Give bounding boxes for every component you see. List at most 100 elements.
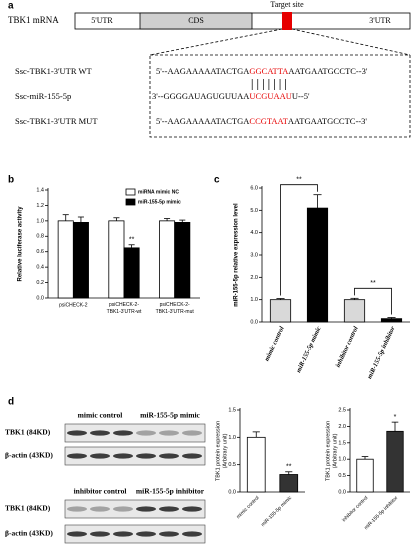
panel-label: b <box>8 175 14 186</box>
blot-row: TBK1 (84KD) <box>5 504 51 513</box>
blot-band <box>67 453 87 459</box>
blot-strip <box>64 524 206 544</box>
bar <box>343 299 366 323</box>
sequence-site: GGCATTA <box>249 66 289 76</box>
blot-band <box>67 531 87 537</box>
legend-label: miR-155-5p mimic <box>138 199 181 205</box>
annotation: * <box>394 414 397 421</box>
y-tick-label: 0.5 <box>228 462 236 468</box>
blot-strip <box>64 499 206 519</box>
bar <box>246 436 266 493</box>
blot-band <box>113 453 133 459</box>
bar <box>306 207 329 323</box>
blot-band <box>159 430 179 436</box>
blot-row: β-actin (43KD) <box>5 451 53 460</box>
x-tick-label: psiCHECK-2-TBK1-3'UTR-mut <box>156 302 195 315</box>
y-tick-label: 1.5 <box>338 440 346 446</box>
y-tick-label: 0.8 <box>36 234 44 240</box>
x-tick-label: psiCHECK-2-TBK1-3'UTR-wt <box>107 302 142 315</box>
bar <box>386 430 404 493</box>
region-label: 5'UTR <box>91 16 113 25</box>
sequence-site: UCGUAAU <box>249 91 292 101</box>
y-tick-label: 0.2 <box>36 280 44 286</box>
bar <box>72 221 89 299</box>
y-tick-label: 5.0 <box>250 208 258 214</box>
blot-band <box>90 531 110 537</box>
y-tick-label: 4.0 <box>250 230 258 236</box>
bracket <box>280 184 318 296</box>
y-axis-label: miR-155-5p relative expression level <box>234 203 240 307</box>
blot-group: inhibitor control <box>74 487 127 496</box>
zoom-line <box>291 28 411 56</box>
target-label: Target site <box>270 0 304 9</box>
blot-band <box>136 430 156 436</box>
bracket <box>354 287 392 315</box>
annotation: ** <box>286 464 292 471</box>
sequence: AATGAATGCCTC--3' <box>288 116 367 126</box>
blot-band <box>90 430 110 436</box>
blot-group: miR-155-5p mimic <box>140 411 200 420</box>
y-tick-label: 1.4 <box>36 187 44 193</box>
y-tick-label: 2.5 <box>338 407 346 413</box>
sequence-site: CCGTAAT <box>249 116 288 126</box>
blot-band <box>182 506 202 512</box>
blot-band <box>182 453 202 459</box>
blot-band <box>136 453 156 459</box>
zoom-line <box>149 28 283 56</box>
sequence: 5'--AAGAAAAATACTGA <box>156 116 250 126</box>
blot-band <box>136 531 156 537</box>
annotation: ** <box>296 177 302 184</box>
sequence-name: Ssc-TBK1-3'UTR MUT <box>15 116 98 126</box>
blot-band <box>113 506 133 512</box>
x-tick-label: mimic control <box>264 325 286 362</box>
blot-band <box>90 453 110 459</box>
y-axis-label: (Arbitrary unit) <box>332 433 338 468</box>
blot-band <box>159 506 179 512</box>
y-tick-label: 1.2 <box>36 203 44 209</box>
blot-band <box>159 531 179 537</box>
bar <box>57 220 74 299</box>
zoom-box <box>149 54 411 138</box>
x-tick-label: mimic control <box>236 495 261 520</box>
y-tick-label: 1.5 <box>228 407 236 413</box>
blot-band <box>113 430 133 436</box>
y-tick-label: 2.0 <box>338 424 346 430</box>
blot-band <box>67 430 87 436</box>
blot-row: TBK1 (84KD) <box>5 428 51 437</box>
blot-group: mimic control <box>78 411 123 420</box>
blot-strip <box>64 423 206 443</box>
y-tick-label: 0.0 <box>36 295 44 301</box>
sequence: U--5' <box>292 91 310 101</box>
blot-band <box>67 506 87 512</box>
gene-label: TBK1 mRNA <box>8 15 59 25</box>
region-label: CDS <box>188 16 204 25</box>
blot-band <box>90 506 110 512</box>
bar <box>279 474 299 493</box>
y-axis-label: (Arbitrary unit) <box>222 433 228 468</box>
blot-strip <box>64 446 206 466</box>
sequence-name: Ssc-miR-155-5p <box>15 91 71 101</box>
blot-band <box>136 506 156 512</box>
y-tick-label: 0.0 <box>228 489 236 495</box>
panel-label: a <box>8 1 14 12</box>
y-axis-label: TBK1 protein expression <box>215 421 221 481</box>
sequence: AATGAATGCCTC--3' <box>288 66 367 76</box>
annotation: ** <box>370 280 376 287</box>
blot-band <box>182 531 202 537</box>
blot-row: β-actin (43KD) <box>5 529 53 538</box>
y-tick-label: 0.6 <box>36 249 44 255</box>
target-site <box>282 12 292 30</box>
y-tick-label: 1.0 <box>228 435 236 441</box>
x-tick-label: inhibitor control <box>341 495 369 523</box>
bar <box>174 221 191 299</box>
sequence: 5'--AAGAAAAATACTGA <box>156 66 250 76</box>
annotation: ** <box>129 237 135 244</box>
blot-band <box>182 430 202 436</box>
cds-region <box>139 12 253 30</box>
y-tick-label: 0.0 <box>338 489 346 495</box>
x-tick-label: miR-155-5p mimic <box>260 495 293 528</box>
sequence-name: Ssc-TBK1-3'UTR WT <box>15 66 92 76</box>
y-tick-label: 2.0 <box>250 275 258 281</box>
panel-label: d <box>8 397 14 408</box>
